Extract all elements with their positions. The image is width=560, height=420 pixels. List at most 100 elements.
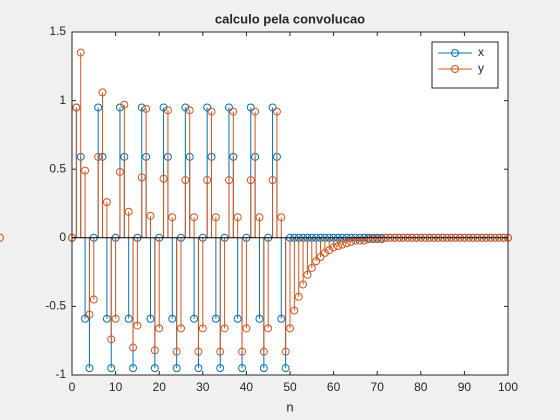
stem-marker: [316, 253, 325, 262]
stem-marker: [194, 364, 203, 373]
stem-marker: [272, 107, 281, 116]
stem-marker: [355, 236, 364, 245]
stem-marker: [115, 167, 124, 176]
stem-marker: [124, 314, 133, 323]
y-tick-label: 0.5: [49, 161, 66, 175]
stem-marker: [264, 324, 273, 333]
stem-marker: [268, 176, 277, 185]
stem-marker: [76, 48, 85, 57]
stem-marker: [224, 176, 233, 185]
stem-marker: [333, 242, 342, 251]
legend-marker: [451, 49, 459, 57]
stem-marker: [246, 176, 255, 185]
stem-marker: [146, 211, 155, 220]
stem-marker: [307, 263, 316, 272]
stem-marker: [159, 174, 168, 183]
stem-marker: [190, 314, 199, 323]
y-tick-label: 1: [59, 93, 66, 107]
stem-marker: [211, 213, 220, 222]
stem-marker: [203, 176, 212, 185]
stem-marker: [150, 364, 159, 373]
stem-marker: [268, 103, 277, 112]
stem-marker: [224, 103, 233, 112]
x-tick-label: 20: [153, 380, 167, 394]
stem-marker: [177, 324, 185, 333]
x-tick-label: 90: [458, 380, 472, 394]
stem-marker: [281, 364, 290, 373]
stem-marker: [107, 364, 116, 373]
stem-marker: [94, 103, 103, 112]
stem-marker: [120, 100, 129, 109]
stem-marker: [277, 314, 286, 323]
stem-marker: [238, 347, 247, 356]
legend-label: x: [478, 45, 484, 59]
stem-marker: [72, 103, 81, 112]
stem-marker: [255, 314, 264, 323]
y-tick-label: 0: [59, 230, 66, 244]
stem-marker: [85, 364, 94, 373]
stem-marker: [286, 324, 294, 333]
stem-marker: [238, 364, 247, 373]
stem-marker: [124, 207, 133, 216]
stem-marker: [216, 347, 225, 356]
stem-marker: [216, 364, 225, 373]
stem-marker: [172, 364, 181, 373]
stem-marker: [129, 343, 138, 352]
stem-marker: [81, 166, 90, 175]
stem-marker: [329, 243, 338, 252]
stem-marker: [0, 233, 4, 242]
axes-box: [71, 31, 509, 376]
stem-marker: [299, 280, 308, 289]
stem-marker: [277, 213, 286, 222]
stem-marker: [111, 314, 120, 323]
stem-marker: [377, 235, 386, 244]
stem-marker: [94, 152, 103, 161]
x-axis-label: n: [286, 399, 293, 414]
stem-marker: [146, 314, 155, 323]
x-tick-label: 60: [327, 380, 341, 394]
legend-label: y: [478, 61, 484, 75]
stem-marker: [133, 321, 142, 330]
stem-marker: [102, 198, 111, 207]
stem-marker: [294, 292, 303, 301]
stem-marker: [207, 107, 216, 116]
stem-marker: [142, 104, 151, 113]
stem-marker: [259, 364, 268, 373]
stem-marker: [320, 248, 329, 257]
stem-marker: [351, 236, 360, 245]
legend-marker: [451, 65, 459, 73]
stem-marker: [211, 314, 220, 323]
stem-marker: [129, 364, 138, 373]
stem-marker: [115, 103, 124, 112]
stem-marker: [194, 347, 203, 356]
stem-marker: [373, 235, 382, 244]
stem-marker: [290, 306, 299, 315]
stem-marker: [181, 103, 190, 112]
stem-marker: [338, 240, 347, 249]
stem-marker: [155, 324, 164, 333]
stem-marker: [172, 347, 181, 356]
stem-marker: [102, 314, 111, 323]
stem-marker: [98, 88, 107, 97]
stem-marker: [163, 106, 172, 115]
x-tick-label: 10: [109, 380, 123, 394]
stem-marker: [85, 310, 94, 319]
stem-marker: [168, 314, 177, 323]
stem-marker: [368, 235, 377, 244]
stem-marker: [89, 295, 98, 304]
stem-marker: [159, 103, 168, 112]
stem-marker: [242, 324, 251, 333]
x-tick-label: 0: [69, 380, 76, 394]
stem-marker: [342, 239, 351, 248]
stem-marker: [251, 107, 260, 116]
x-tick-label: 30: [196, 380, 210, 394]
stem-marker: [233, 314, 242, 323]
stem-marker: [325, 246, 334, 255]
y-tick-label: -0.5: [45, 299, 66, 313]
stem-marker: [220, 324, 229, 333]
stem-marker: [203, 103, 212, 112]
stem-marker: [246, 103, 255, 112]
stem-marker: [303, 270, 312, 279]
stem-marker: [255, 213, 264, 222]
